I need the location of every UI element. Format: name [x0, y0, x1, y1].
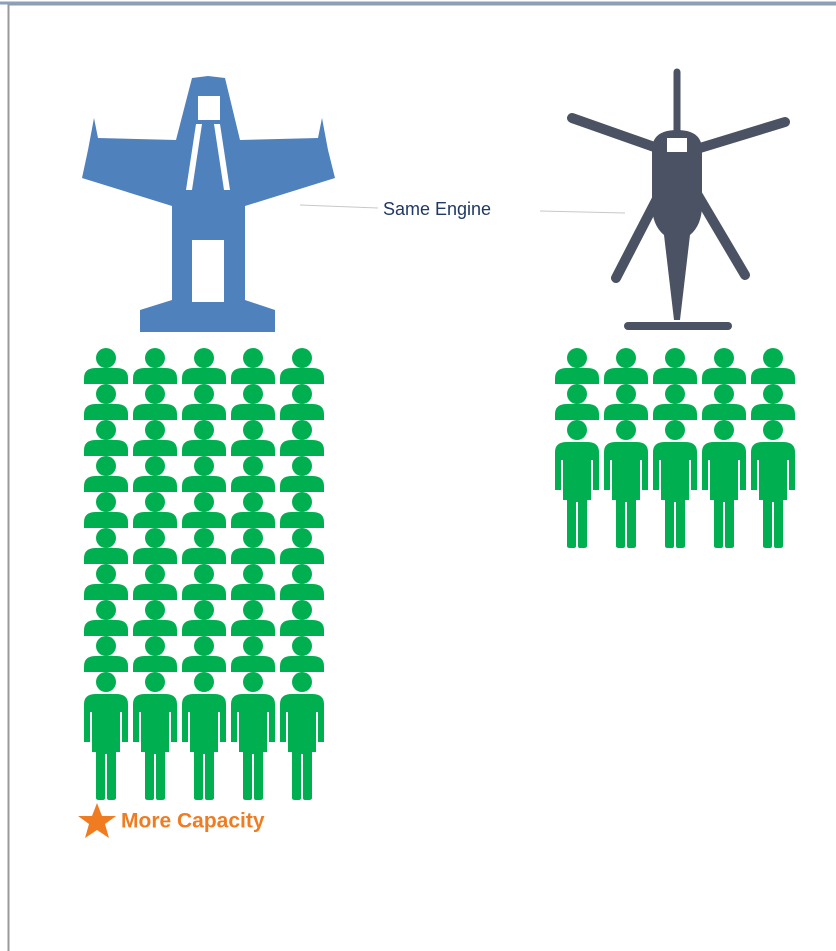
helicopter-icon [567, 68, 790, 330]
star-icon [78, 803, 116, 838]
connector-line [539, 210, 626, 214]
connector-label: Same Engine [383, 199, 491, 219]
highlight-label: More Capacity [121, 810, 265, 833]
connector-line [299, 204, 379, 209]
plane-icon [82, 76, 335, 332]
